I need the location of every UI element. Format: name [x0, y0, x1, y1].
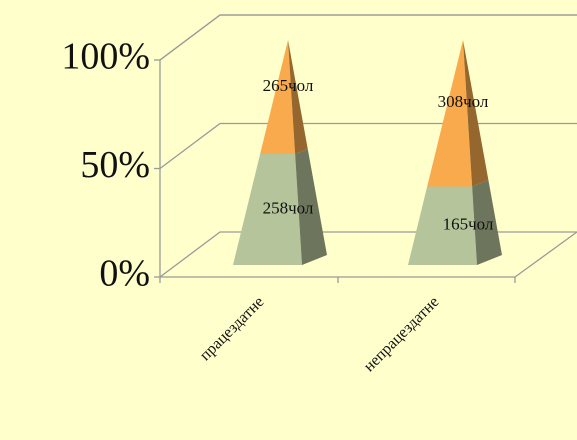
pyramid-segment [427, 40, 489, 187]
segment-side [472, 180, 502, 265]
segment-front [408, 186, 477, 265]
pyramid-segment [408, 180, 502, 265]
y-tick-label: 50% [80, 144, 150, 186]
segment-front [427, 40, 473, 187]
segment-side [463, 40, 489, 187]
y-tick-label: 0% [99, 253, 150, 295]
value-label: 308чол [438, 92, 489, 111]
pyramid-segment [233, 148, 327, 265]
grid-line [159, 14, 577, 61]
value-label: 258чол [263, 198, 314, 217]
segment-side [288, 40, 308, 155]
segment-front [233, 154, 302, 265]
segment-side [295, 148, 327, 265]
floor-right [514, 231, 577, 278]
value-label: 165чол [443, 215, 494, 234]
value-label: 265чол [263, 76, 314, 95]
y-tick-label: 100% [61, 36, 150, 78]
segment-front [260, 40, 296, 155]
pyramid-segment [260, 40, 308, 155]
